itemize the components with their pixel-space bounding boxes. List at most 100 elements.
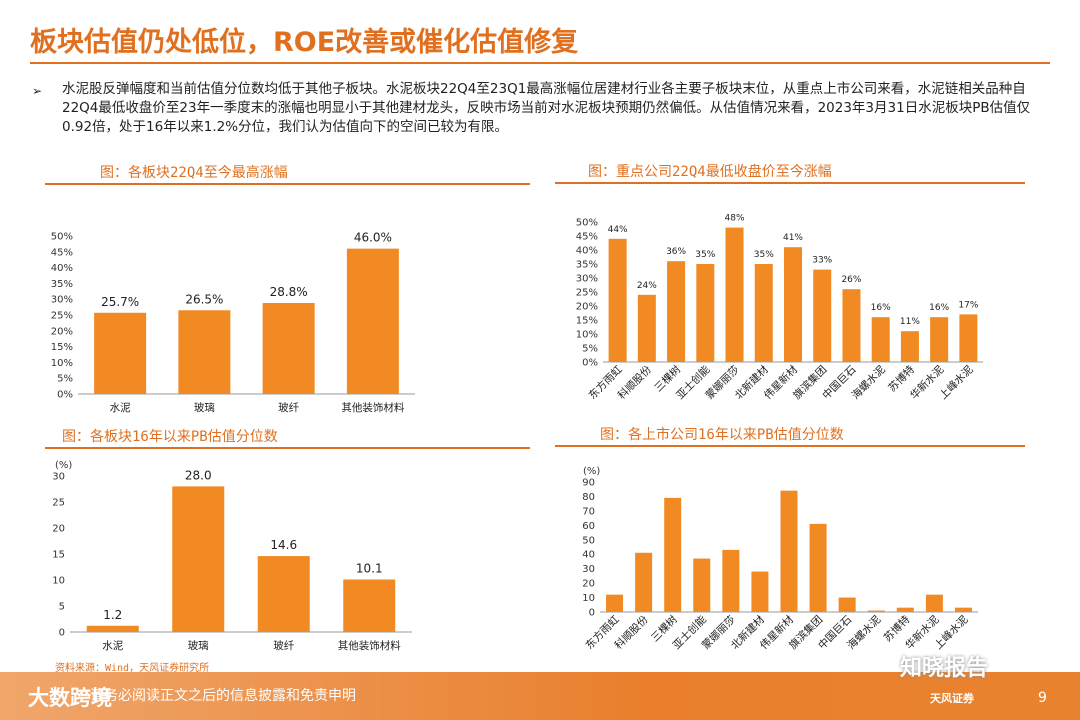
c3-category-label: 玻纤 — [273, 639, 294, 652]
c2-value-label: 33% — [812, 256, 832, 266]
footer-disclaimer: 请务必阅读正文之后的信息披露和免责申明 — [90, 688, 356, 704]
c3-value-label: 14.6 — [270, 538, 297, 552]
c1-ytick-label: 5% — [57, 374, 73, 385]
c1-ytick-label: 35% — [51, 279, 73, 290]
c2-ytick-label: 45% — [576, 232, 598, 243]
c4-bar — [693, 558, 711, 612]
chart-3-title: 图：各板块16年以来PB估值分位数 — [62, 429, 278, 445]
c3-category-label: 其他装饰材料 — [338, 639, 401, 652]
footer-bar — [0, 672, 1080, 720]
c3-value-label: 10.1 — [356, 561, 383, 575]
c2-bar — [696, 264, 715, 362]
c2-value-label: 16% — [871, 303, 891, 313]
c4-bar — [780, 490, 798, 612]
c1-ytick-label: 0% — [57, 390, 73, 401]
c2-value-label: 35% — [695, 250, 715, 260]
c4-bar — [635, 552, 653, 612]
c1-bar — [262, 302, 315, 394]
c1-ytick-label: 45% — [51, 247, 73, 258]
c3-category-label: 玻璃 — [188, 639, 209, 652]
c1-bar — [94, 312, 147, 394]
c3-value-label: 28.0 — [185, 468, 212, 482]
chart-3-title-rule — [45, 447, 530, 449]
chart-4-title: 图：各上市公司16年以来PB估值分位数 — [600, 427, 844, 443]
chart-4-title-rule — [555, 445, 1025, 447]
c4-bar — [925, 594, 943, 612]
c2-value-label: 16% — [929, 303, 949, 313]
c1-category-label: 其他装饰材料 — [341, 401, 404, 414]
c1-bar — [346, 248, 399, 394]
c1-ytick-label: 15% — [51, 342, 73, 353]
bullet-icon: ➢ — [32, 84, 43, 98]
c4-bar — [838, 597, 856, 612]
c2-ytick-label: 50% — [576, 218, 598, 229]
c2-value-label: 35% — [754, 250, 774, 260]
c1-ytick-label: 10% — [51, 358, 73, 369]
c1-ytick-label: 50% — [51, 232, 73, 243]
c2-bar — [725, 227, 744, 362]
c3-ytick-label: 25 — [52, 498, 65, 509]
c1-ytick-label: 25% — [51, 311, 73, 322]
c2-bar — [871, 317, 890, 362]
source-note: 资料来源：Wind，天风证券研究所 — [55, 663, 210, 674]
c2-bar — [959, 314, 978, 362]
c2-bar — [754, 264, 773, 362]
footer-logo: 大数跨境 — [28, 686, 112, 710]
c2-value-label: 26% — [841, 275, 861, 285]
c1-value-label: 46.0% — [354, 231, 392, 245]
c4-ytick-label: 30 — [582, 564, 595, 575]
c4-bar — [867, 610, 885, 612]
c3-bar — [343, 579, 396, 632]
c4-bar — [606, 594, 624, 612]
chart-1-title-rule — [45, 183, 530, 185]
c4-ytick-label: 0 — [589, 608, 595, 619]
c4-ytick-label: 90 — [582, 478, 595, 489]
c2-ytick-label: 25% — [576, 288, 598, 299]
c1-category-label: 玻纤 — [278, 401, 299, 414]
c2-ytick-label: 40% — [576, 246, 598, 257]
c2-value-label: 11% — [900, 317, 920, 327]
c2-bar — [930, 317, 949, 362]
c2-value-label: 44% — [608, 225, 628, 235]
c4-ytick-label: 60 — [582, 521, 595, 532]
c1-ytick-label: 30% — [51, 295, 73, 306]
c2-bar — [813, 269, 832, 362]
c2-value-label: 48% — [725, 214, 745, 224]
c4-ylabel: (%) — [583, 466, 600, 477]
c1-value-label: 28.8% — [270, 285, 308, 299]
watermark: 知晓报告 — [900, 656, 989, 681]
c3-category-label: 水泥 — [102, 639, 123, 652]
c1-value-label: 25.7% — [101, 295, 139, 309]
c2-bar — [842, 289, 861, 362]
c3-ytick-label: 10 — [52, 576, 65, 587]
c3-ylabel: (%) — [55, 460, 72, 471]
page-number: 9 — [1038, 690, 1047, 706]
c4-bar — [896, 607, 914, 612]
brand-logo: 天风证券 — [930, 692, 974, 705]
c1-ytick-label: 40% — [51, 263, 73, 274]
c4-bar — [722, 549, 740, 612]
c2-ytick-label: 10% — [576, 330, 598, 341]
c4-ytick-label: 40 — [582, 550, 595, 561]
c1-bar — [178, 310, 231, 394]
c3-bar — [257, 556, 310, 632]
c4-ytick-label: 20 — [582, 579, 595, 590]
c3-bar — [172, 486, 225, 632]
c4-bar — [751, 571, 769, 612]
c4-bar — [809, 523, 827, 612]
c1-category-label: 玻璃 — [194, 401, 215, 414]
c1-ytick-label: 20% — [51, 326, 73, 337]
c2-bar — [608, 238, 627, 362]
c2-bar — [784, 247, 802, 362]
c2-ytick-label: 5% — [582, 344, 598, 355]
c3-ytick-label: 5 — [59, 602, 65, 613]
c3-value-label: 1.2 — [103, 608, 122, 622]
c2-bar — [667, 261, 686, 362]
c4-ytick-label: 80 — [582, 492, 595, 503]
c4-ytick-label: 10 — [582, 593, 595, 604]
c2-ytick-label: 0% — [582, 358, 598, 369]
c4-bar — [664, 497, 682, 612]
chart-2-title: 图：重点公司22Q4最低收盘价至今涨幅 — [588, 164, 832, 180]
c3-ytick-label: 15 — [52, 550, 65, 561]
